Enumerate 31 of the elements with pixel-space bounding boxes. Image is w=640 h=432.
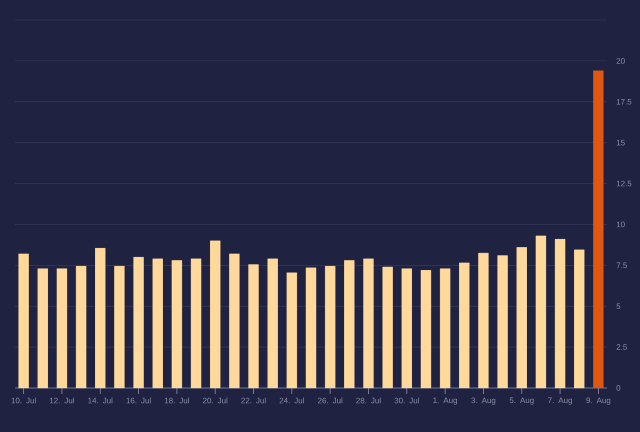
- bar: [402, 268, 412, 388]
- bar: [516, 247, 527, 388]
- bar: [152, 258, 163, 388]
- bar: [440, 268, 450, 388]
- bar: [18, 254, 29, 388]
- bar: [76, 266, 86, 388]
- bar: [38, 268, 48, 388]
- bar: [56, 268, 68, 388]
- bar: [114, 266, 125, 388]
- bar: [95, 248, 106, 388]
- bar: [286, 272, 298, 388]
- bar: [306, 268, 316, 388]
- bar: [420, 270, 432, 388]
- bar: [574, 250, 584, 388]
- bar: [478, 252, 489, 388]
- bar: [382, 266, 393, 388]
- bar: [172, 260, 182, 388]
- bar: [190, 258, 202, 388]
- bar: [210, 240, 220, 388]
- bar: [363, 258, 374, 388]
- bar: [248, 264, 259, 388]
- bar: [344, 260, 355, 388]
- bar: [554, 238, 566, 388]
- bar: [229, 254, 240, 388]
- bar: [497, 255, 508, 388]
- bar: [324, 266, 336, 388]
- bar: [593, 70, 604, 388]
- bar: [536, 236, 546, 388]
- bar: [459, 262, 470, 388]
- bar: [267, 258, 278, 388]
- bar: [133, 256, 144, 388]
